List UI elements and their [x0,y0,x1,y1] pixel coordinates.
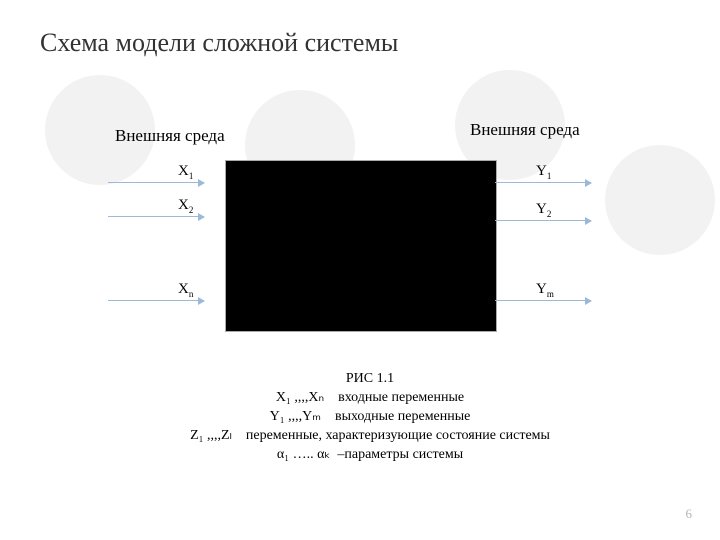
input-arrow [108,216,204,217]
input-label: Xn [178,281,193,299]
input-var: X [178,197,189,213]
system-blackbox [225,160,497,332]
page-number: 6 [686,506,693,522]
output-sub: 2 [547,209,552,219]
caption-fig-label: РИС 1.1 [120,370,620,389]
caption-vars: α₁ ….. αₖ [277,447,331,462]
bg-circle [605,145,715,255]
output-label: Y1 [536,163,551,181]
input-sub: n [189,289,194,299]
input-arrow [108,182,204,183]
caption-line: X₁ ,,,,Xₙ входные переменные [120,389,620,408]
input-label: X2 [178,197,193,215]
output-label: Ym [536,281,554,299]
caption-line: Y₁ ,,,,Yₘ выходные переменные [120,408,620,427]
caption-line: α₁ ….. αₖ –параметры системы [120,446,620,465]
output-var: Y [536,201,547,217]
output-sub: 1 [547,171,552,181]
output-label: Y2 [536,201,551,219]
output-sub: m [547,289,554,299]
page-title: Схема модели сложной системы [40,28,398,58]
caption-text: переменные, характеризующие состояние си… [246,428,550,443]
input-label: X1 [178,163,193,181]
output-arrow [495,300,591,301]
env-label-left: Внешняя среда [115,126,225,146]
env-label-right: Внешняя среда [470,120,580,140]
caption-line: Z₁ ,,,,Zₗ переменные, характеризующие со… [120,427,620,446]
caption-vars: X₁ ,,,,Xₙ [276,390,324,405]
caption-vars: Y₁ ,,,,Yₘ [270,409,321,424]
caption-text: –параметры системы [337,447,463,462]
caption-text: выходные переменные [335,409,470,424]
output-arrow [495,182,591,183]
input-arrow [108,300,204,301]
caption-vars: Z₁ ,,,,Zₗ [190,428,232,443]
output-var: Y [536,281,547,297]
output-arrow [495,220,591,221]
input-var: X [178,281,189,297]
input-var: X [178,163,189,179]
input-sub: 2 [189,205,194,215]
caption-text: входные переменные [338,390,464,405]
input-sub: 1 [189,171,194,181]
figure-caption: РИС 1.1 X₁ ,,,,Xₙ входные переменные Y₁ … [120,370,620,464]
output-var: Y [536,163,547,179]
